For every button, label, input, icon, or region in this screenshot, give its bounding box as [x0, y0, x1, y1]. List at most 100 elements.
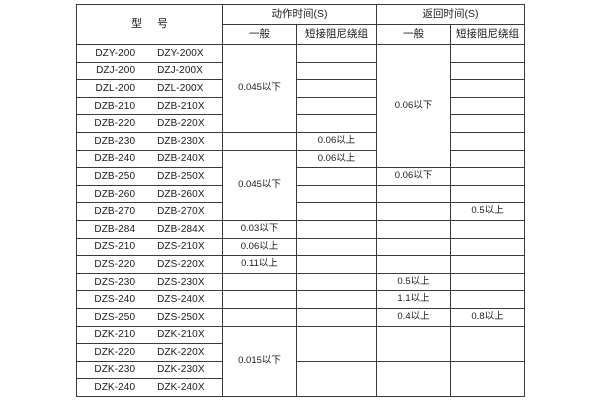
model-code-primary: DZS-220 [94, 258, 136, 270]
model-code-variant: DZB-230X [157, 135, 205, 147]
table-row: DZJ-200 DZJ-200X [76, 61, 525, 81]
action-general-value: 0.06以上 [222, 237, 297, 257]
model-code-variant: DZB-260X [157, 188, 205, 200]
return-damping-value [450, 184, 525, 204]
action-general-value [222, 307, 297, 327]
model-code-variant: DZS-220X [157, 258, 205, 270]
model-code-primary: DZB-250 [94, 170, 136, 182]
action-damping-value: 0.06以上 [296, 149, 377, 169]
model-cell: DZB-250 DZB-250X [76, 167, 223, 186]
return-general-value: 0.06以下 [376, 167, 451, 186]
model-code-primary: DZB-260 [94, 188, 136, 200]
action-damping-value [296, 272, 377, 292]
action-damping-value [296, 219, 377, 239]
table-header: 型 号 动作时间(S) 返回时间(S) 一般 短接阻尼绕组 一般 短接阻尼绕组 [76, 4, 525, 45]
model-cell: DZK-240 DZK-240X [76, 378, 223, 397]
table-row: DZB-240 DZB-240X 0.045以下 0.06以上 [76, 149, 525, 221]
model-code-primary: DZK-230 [94, 364, 136, 376]
column-header-return-damping: 短接阻尼绕组 [450, 24, 525, 45]
return-damping-value [450, 61, 525, 81]
return-damping-value [450, 219, 525, 239]
return-damping-value [450, 149, 525, 169]
table-row: DZL-200 DZL-200X [76, 79, 525, 98]
action-general-value: 0.045以下 [222, 149, 297, 221]
return-damping-value [450, 360, 525, 397]
model-cell: DZB-270 DZB-270X [76, 202, 223, 221]
table-row: DZY-200 DZY-200X 0.045以下 0.06以下 [76, 43, 525, 169]
model-code-primary: DZB-284 [94, 223, 136, 235]
table-row: DZB-260 DZB-260X [76, 184, 525, 204]
table-row: DZS-210 DZS-210X 0.06以上 [76, 237, 525, 257]
model-code-primary: DZS-240 [94, 294, 136, 306]
return-damping-value [450, 131, 525, 151]
table-row: DZS-250 DZS-250X 0.4以上 0.8以上 [76, 307, 525, 327]
model-code-variant: DZB-284X [157, 223, 205, 235]
model-cell: DZJ-200 DZJ-200X [76, 61, 223, 81]
return-general-value: 0.5以上 [376, 272, 451, 292]
model-code-variant: DZL-200X [157, 82, 204, 94]
return-general-value: 0.06以下 [376, 43, 451, 169]
action-damping-value [296, 167, 377, 186]
table-body: DZY-200 DZY-200X 0.045以下 0.06以下 DZJ-200 … [76, 43, 525, 397]
model-code-primary: DZL-200 [95, 82, 136, 94]
model-code-variant: DZK-230X [157, 364, 205, 376]
return-damping-value [450, 255, 525, 274]
action-damping-value: 0.06以上 [296, 131, 377, 151]
return-damping-value: 0.5以上 [450, 202, 525, 221]
model-code-primary: DZS-210 [94, 241, 136, 253]
return-damping-value [450, 325, 525, 362]
model-cell: DZS-250 DZS-250X [76, 307, 223, 327]
table-row: DZS-240 DZS-240X 1.1以上 [76, 290, 525, 309]
model-code-primary: DZB-240 [94, 153, 136, 165]
model-cell: DZK-230 DZK-230X [76, 360, 223, 380]
relay-timing-specification-table: 型 号 动作时间(S) 返回时间(S) 一般 短接阻尼绕组 一般 短接阻尼绕组 … [76, 4, 525, 397]
model-code-variant: DZJ-200X [157, 65, 203, 77]
header-row-group: 型 号 动作时间(S) 返回时间(S) [76, 4, 525, 45]
model-cell: DZB-240 DZB-240X [76, 149, 223, 169]
model-cell: DZB-210 DZB-210X [76, 96, 223, 116]
column-header-action-general: 一般 [222, 24, 297, 45]
return-damping-value [450, 114, 525, 133]
return-damping-value [450, 237, 525, 257]
model-code-variant: DZB-270X [157, 206, 205, 218]
action-general-value: 0.015以下 [222, 325, 297, 397]
model-cell: DZK-210 DZK-210X [76, 325, 223, 345]
action-general-value: 0.03以下 [222, 219, 297, 239]
column-header-model: 型 号 [76, 4, 223, 45]
action-damping-value [296, 360, 377, 397]
specification-table-container: 型 号 动作时间(S) 返回时间(S) 一般 短接阻尼绕组 一般 短接阻尼绕组 … [76, 4, 525, 397]
return-general-value: 1.1以上 [376, 290, 451, 309]
model-code-primary: DZK-210 [94, 329, 136, 341]
model-cell: DZS-220 DZS-220X [76, 255, 223, 274]
model-code-variant: DZB-210X [157, 100, 205, 112]
model-cell: DZS-210 DZS-210X [76, 237, 223, 257]
model-cell: DZB-230 DZB-230X [76, 131, 223, 151]
action-damping-value [296, 44, 377, 63]
model-cell: DZY-200 DZY-200X [76, 44, 223, 63]
action-damping-value [296, 202, 377, 221]
return-general-value [376, 255, 451, 274]
action-damping-value [296, 290, 377, 309]
action-general-value [222, 131, 297, 151]
return-general-value [376, 360, 451, 397]
column-header-action-damping: 短接阻尼绕组 [296, 24, 377, 45]
column-header-action-time: 动作时间(S) [222, 4, 377, 25]
table-row: DZB-230 DZB-230X 0.06以上 [76, 131, 525, 151]
model-code-variant: DZK-240X [157, 382, 205, 394]
header-row-sub: 一般 短接阻尼绕组 一般 短接阻尼绕组 [77, 24, 525, 45]
model-cell: DZS-230 DZS-230X [76, 272, 223, 292]
table-row: DZB-250 DZB-250X 0.06以下 [76, 167, 525, 186]
action-general-value: 0.045以下 [222, 44, 297, 133]
model-code-primary: DZB-210 [94, 100, 136, 112]
model-code-variant: DZY-200X [157, 47, 204, 59]
action-damping-value [296, 96, 377, 116]
model-code-primary: DZB-230 [94, 135, 136, 147]
table-row: DZK-240 DZK-240X [76, 378, 525, 397]
action-general-value: 0.11以上 [222, 255, 297, 274]
model-code-variant: DZS-250X [157, 311, 205, 323]
return-damping-value [450, 272, 525, 292]
action-damping-value [296, 237, 377, 257]
return-damping-value [450, 44, 525, 63]
model-code-variant: DZK-220X [157, 346, 205, 358]
model-code-primary: DZS-230 [94, 276, 136, 288]
